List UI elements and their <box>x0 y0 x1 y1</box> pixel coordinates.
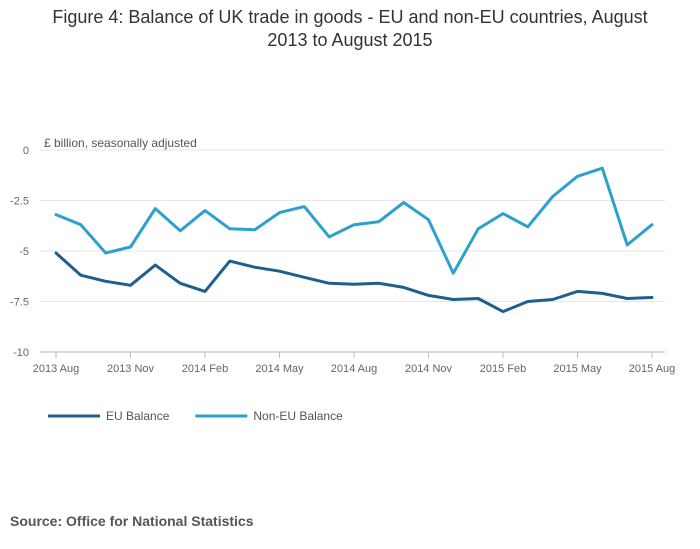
x-tick-label: 2014 May <box>255 363 304 375</box>
source-note: Source: Office for National Statistics <box>10 513 254 529</box>
x-tick-label: 2014 Feb <box>182 363 228 375</box>
gridlines <box>40 149 665 353</box>
legend: EU Balance Non-EU Balance <box>48 409 343 423</box>
x-axis: 2013 Aug 2013 Nov 2014 Feb 2014 May 2014 Aug… <box>33 352 676 375</box>
y-tick-label: -10 <box>13 347 29 359</box>
legend-label: Non-EU Balance <box>253 409 343 423</box>
x-tick-label: 2013 Nov <box>107 363 155 375</box>
y-axis-label: £ billion, seasonally adjusted <box>44 136 197 150</box>
x-tick-label: 2015 May <box>553 363 602 375</box>
x-tick-label: 2015 Feb <box>480 363 526 375</box>
y-axis: 0 -2.5 -5 -7.5 -10 <box>10 145 29 359</box>
legend-label: EU Balance <box>106 409 170 423</box>
legend-item-non-eu-balance: Non-EU Balance <box>195 409 343 423</box>
chart-title-line-1: Figure 4: Balance of UK trade in goods -… <box>52 7 648 27</box>
y-tick-label: -2.5 <box>10 196 29 208</box>
y-tick-label: -5 <box>19 246 29 258</box>
y-tick-label: -7.5 <box>10 297 29 309</box>
x-tick-label: 2014 Aug <box>331 363 378 375</box>
chart-title: Figure 4: Balance of UK trade in goods -… <box>0 6 700 52</box>
y-tick-label: 0 <box>23 145 29 157</box>
chart-title-line-2: 2013 to August 2015 <box>267 30 433 50</box>
eu-balance-line <box>54 251 654 314</box>
legend-item-eu-balance: EU Balance <box>48 409 170 423</box>
non-eu-balance-line <box>54 166 654 275</box>
x-tick-label: 2014 Nov <box>405 363 453 375</box>
series-lines <box>54 166 654 314</box>
line-chart: £ billion, seasonally adjusted 0 -2.5 -5 -7… <box>10 136 676 423</box>
x-tick-label: 2015 Aug <box>629 363 676 375</box>
x-tick-label: 2013 Aug <box>33 363 80 375</box>
